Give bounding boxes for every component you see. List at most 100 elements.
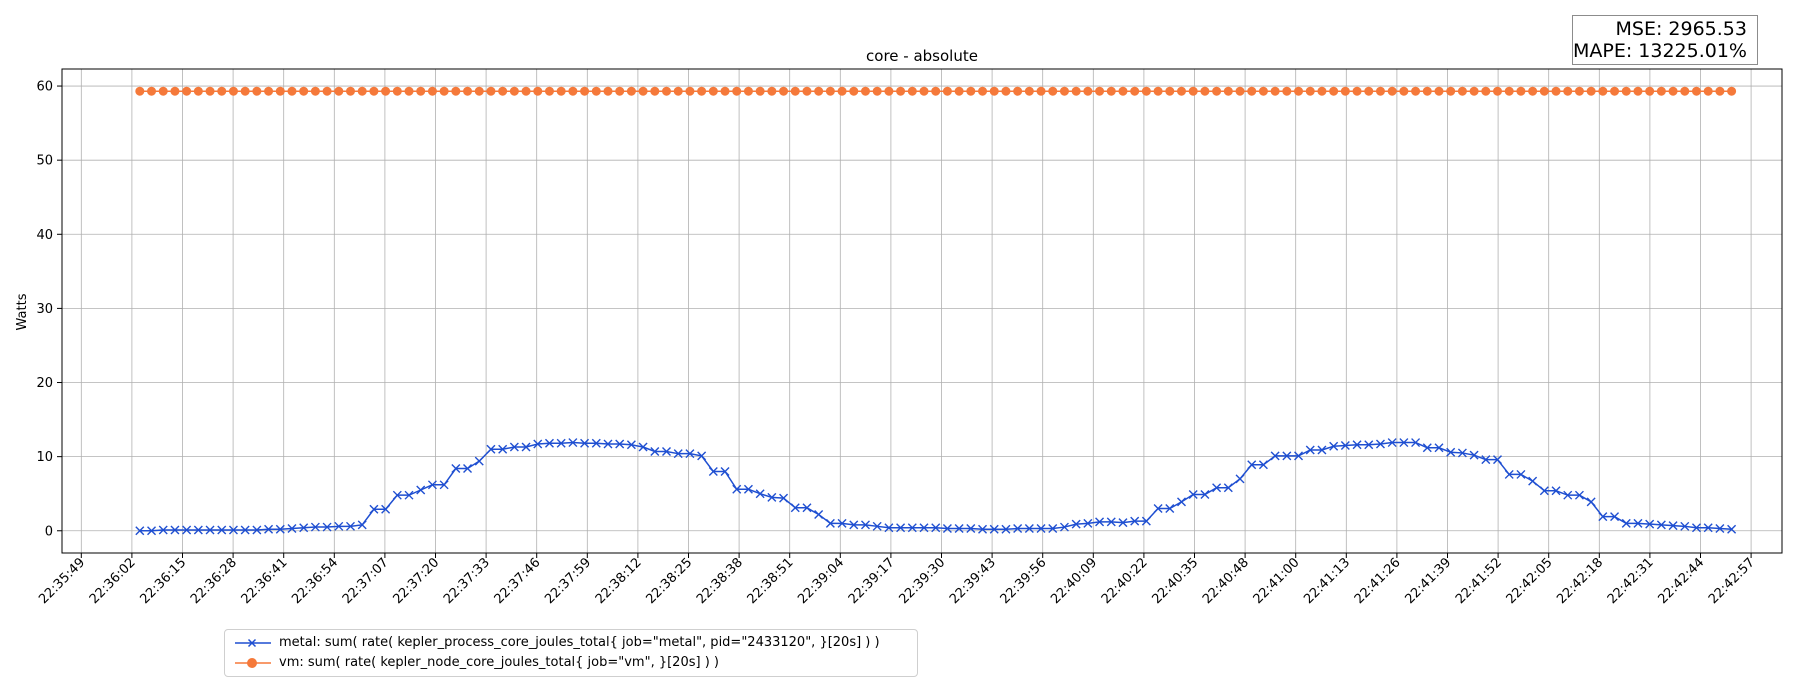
point-metal (451, 464, 461, 473)
point-vm (1036, 86, 1046, 96)
point-vm (1668, 86, 1678, 96)
point-metal (1059, 522, 1069, 532)
point-metal (1551, 486, 1561, 496)
legend-item-vm: vm: sum( rate( kepler_node_core_joules_t… (233, 653, 913, 673)
point-metal (1574, 490, 1584, 500)
point-vm (720, 86, 730, 96)
x-tick-label: 22:38:51 (745, 555, 797, 607)
point-vm (556, 86, 566, 96)
point-metal (147, 526, 157, 536)
point-metal (1188, 489, 1198, 499)
point-vm (743, 86, 753, 96)
x-tick-label: 22:41:39 (1402, 555, 1454, 607)
point-metal (264, 524, 274, 534)
point-metal (1024, 524, 1034, 534)
point-vm (345, 86, 355, 96)
point-metal (1493, 455, 1503, 465)
point-vm (1399, 86, 1409, 96)
point-metal (1294, 451, 1304, 461)
x-tick-label: 22:37:07 (340, 555, 392, 607)
plot-area (62, 69, 1782, 553)
point-vm (1118, 86, 1128, 96)
mape-value: MAPE: 13225.01% (1572, 40, 1747, 62)
chart-title: core - absolute (866, 47, 978, 65)
point-vm (264, 86, 274, 96)
point-vm (650, 86, 660, 96)
point-vm (1574, 86, 1584, 96)
point-vm (205, 86, 215, 96)
point-vm (1457, 86, 1467, 96)
point-vm (275, 86, 285, 96)
point-vm (1223, 86, 1233, 96)
point-vm (1703, 86, 1713, 96)
point-vm (509, 86, 519, 96)
point-metal (1258, 460, 1268, 470)
point-vm (860, 86, 870, 96)
x-tick-label: 22:36:41 (239, 555, 291, 607)
point-metal (381, 504, 391, 514)
point-metal (1130, 516, 1140, 526)
point-vm (427, 86, 437, 96)
point-vm (1247, 86, 1257, 96)
point-vm (978, 86, 988, 96)
point-vm (486, 86, 496, 96)
x-tick-label: 22:41:00 (1251, 555, 1303, 607)
point-metal (416, 485, 426, 495)
point-metal (1586, 497, 1596, 507)
point-metal (1048, 524, 1058, 534)
grid-lines (62, 69, 1782, 553)
point-vm (1528, 86, 1538, 96)
point-metal (1235, 474, 1245, 484)
point-vm (1551, 86, 1561, 96)
point-metal (193, 525, 203, 535)
point-metal (392, 490, 402, 500)
point-metal (896, 523, 906, 533)
point-vm (357, 86, 367, 96)
point-metal (1270, 451, 1280, 461)
x-tick-label: 22:42:44 (1655, 555, 1707, 607)
point-metal (1563, 490, 1573, 500)
point-vm (1621, 86, 1631, 96)
point-metal (1528, 476, 1538, 486)
point-metal (1013, 524, 1023, 534)
point-vm (732, 86, 742, 96)
point-vm (568, 86, 578, 96)
x-tick-label: 22:36:15 (137, 555, 189, 607)
x-tick-label: 22:36:28 (188, 555, 240, 607)
point-vm (685, 86, 695, 96)
point-vm (1270, 86, 1280, 96)
x-tick-label: 22:37:46 (492, 555, 544, 607)
point-metal (1504, 469, 1514, 479)
point-vm (884, 86, 894, 96)
point-vm (673, 86, 683, 96)
point-vm (334, 86, 344, 96)
legend-vm-swatch (235, 658, 271, 668)
x-tick-label: 22:41:13 (1301, 555, 1353, 607)
point-metal (872, 521, 882, 531)
point-vm (193, 86, 203, 96)
point-vm (1375, 86, 1385, 96)
point-metal (1411, 438, 1421, 448)
point-metal (228, 525, 238, 535)
point-metal (521, 442, 531, 452)
point-metal (334, 521, 344, 531)
point-vm (1727, 86, 1737, 96)
point-vm (1165, 86, 1175, 96)
y-tick-label: 50 (36, 154, 53, 169)
legend-metal-swatch (235, 638, 271, 648)
point-metal (568, 438, 578, 448)
point-metal (322, 522, 332, 532)
point-vm (954, 86, 964, 96)
point-vm (1317, 86, 1327, 96)
x-tick-label: 22:38:12 (593, 555, 645, 607)
x-tick-label: 22:40:48 (1200, 555, 1252, 607)
point-metal (1680, 521, 1690, 531)
point-metal (708, 466, 718, 476)
point-metal (1399, 438, 1409, 448)
x-tick-label: 22:36:54 (289, 555, 341, 607)
point-metal (685, 449, 695, 459)
point-vm (310, 86, 320, 96)
point-metal (1212, 483, 1222, 493)
point-vm (240, 86, 250, 96)
